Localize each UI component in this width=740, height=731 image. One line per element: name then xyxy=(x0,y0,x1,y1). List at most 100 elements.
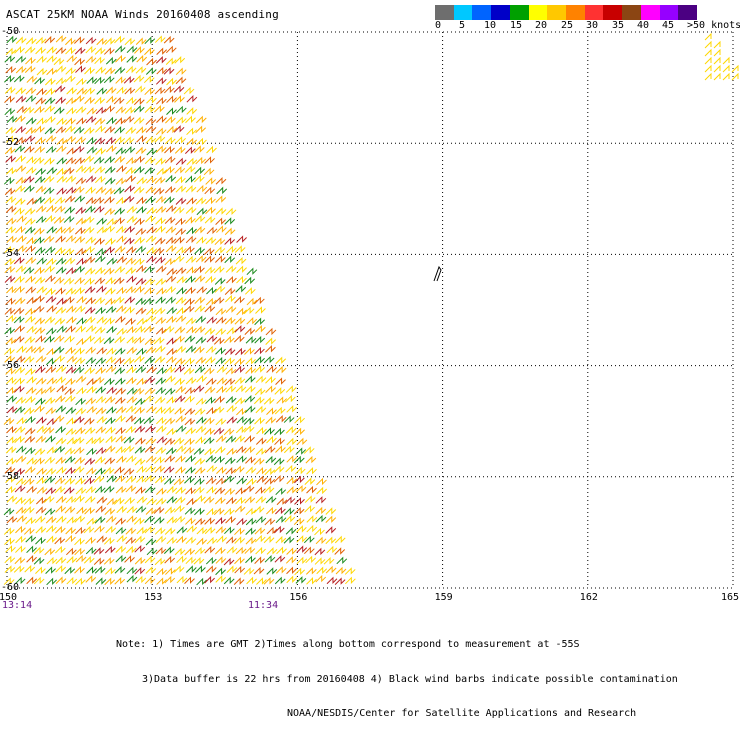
wind-barb xyxy=(134,397,146,406)
wind-barb xyxy=(236,307,247,316)
wind-barb xyxy=(146,226,158,234)
wind-barb xyxy=(36,467,48,475)
wind-barb xyxy=(24,435,36,443)
wind-barb xyxy=(234,325,246,333)
wind-barb xyxy=(215,195,227,203)
wind-barb xyxy=(26,197,38,205)
wind-barb xyxy=(115,426,126,435)
wind-barb xyxy=(94,56,105,65)
wind-barb xyxy=(206,486,217,494)
wind-barb xyxy=(75,477,86,485)
wind-barb xyxy=(235,445,247,454)
wind-barb xyxy=(205,565,217,573)
wind-barb xyxy=(35,97,47,105)
wind-barb xyxy=(114,35,125,44)
wind-barb xyxy=(143,394,155,403)
wind-barb xyxy=(86,107,98,115)
wind-barb xyxy=(265,345,276,353)
wind-barb xyxy=(164,387,176,396)
wind-barb xyxy=(326,545,338,554)
wind-barb xyxy=(84,205,96,213)
wind-barb xyxy=(196,374,207,383)
wind-barb xyxy=(205,236,217,245)
wind-barb xyxy=(105,237,116,246)
wind-barb xyxy=(244,327,256,335)
wind-barb xyxy=(55,34,67,43)
wind-barb xyxy=(214,285,226,293)
wind-barb xyxy=(126,96,137,105)
wind-barb xyxy=(214,237,226,246)
wind-barb xyxy=(44,126,56,135)
wind-barb xyxy=(236,235,247,243)
wind-barb xyxy=(64,257,76,265)
wind-barb xyxy=(45,327,57,335)
wind-map xyxy=(3,31,739,589)
wind-barb xyxy=(115,474,126,483)
wind-barb xyxy=(225,305,237,314)
wind-barb xyxy=(163,85,175,94)
wind-barb xyxy=(75,325,86,333)
wind-barb xyxy=(34,295,45,303)
wind-barb xyxy=(6,495,18,503)
wind-barb xyxy=(55,287,66,295)
wind-barb xyxy=(54,545,66,554)
wind-barb xyxy=(125,266,137,275)
wind-barb xyxy=(175,157,187,166)
wind-barb xyxy=(115,434,127,443)
wind-barb xyxy=(65,377,76,386)
wind-barb xyxy=(163,196,175,204)
wind-barb xyxy=(314,557,326,565)
wind-barb xyxy=(63,226,75,234)
wind-barb xyxy=(286,455,298,463)
wind-barb xyxy=(135,227,147,236)
wind-barb xyxy=(164,375,176,383)
wind-barb xyxy=(263,535,275,544)
wind-barb xyxy=(235,487,246,495)
wind-barb xyxy=(143,325,155,333)
wind-barb xyxy=(5,457,17,465)
wind-barb xyxy=(283,507,295,515)
wind-barb xyxy=(25,37,37,45)
wind-barb xyxy=(175,385,187,394)
wind-barb xyxy=(704,40,712,49)
wind-barb xyxy=(104,67,116,75)
wind-barb xyxy=(206,507,217,516)
wind-barb xyxy=(3,527,15,535)
wind-barb xyxy=(295,484,307,493)
wind-barb xyxy=(63,277,75,285)
wind-barb xyxy=(704,32,712,41)
wind-barb xyxy=(105,567,116,575)
wind-barb xyxy=(174,335,185,343)
wind-barb xyxy=(34,317,46,325)
wind-barb xyxy=(164,555,175,564)
wind-barb xyxy=(46,67,57,76)
wind-barb xyxy=(24,134,36,143)
wind-barb xyxy=(223,475,235,483)
lat-tick-label: -54 xyxy=(1,248,20,260)
wind-barb xyxy=(54,536,66,545)
wind-barb xyxy=(44,316,56,324)
wind-barb xyxy=(45,134,57,143)
wind-barb xyxy=(73,126,85,134)
wind-barb xyxy=(64,296,75,304)
wind-barb xyxy=(154,176,166,184)
wind-barb xyxy=(56,466,67,474)
wind-barb xyxy=(146,365,158,374)
wind-barb xyxy=(165,225,177,234)
wind-barb xyxy=(253,457,265,466)
wind-barb xyxy=(103,485,115,493)
wind-barb xyxy=(134,336,145,344)
wind-barb xyxy=(175,266,187,275)
wind-barb xyxy=(184,395,195,403)
wind-barb xyxy=(16,244,28,253)
wind-barb xyxy=(266,526,278,535)
wind-barb xyxy=(175,217,186,226)
wind-barb xyxy=(55,266,67,274)
wind-barb xyxy=(24,466,36,474)
wind-barb xyxy=(144,387,156,395)
wind-barb xyxy=(175,296,187,305)
wind-barb xyxy=(115,406,127,414)
wind-barb xyxy=(75,176,87,185)
wind-barb xyxy=(96,37,108,46)
wind-barb xyxy=(133,97,145,106)
